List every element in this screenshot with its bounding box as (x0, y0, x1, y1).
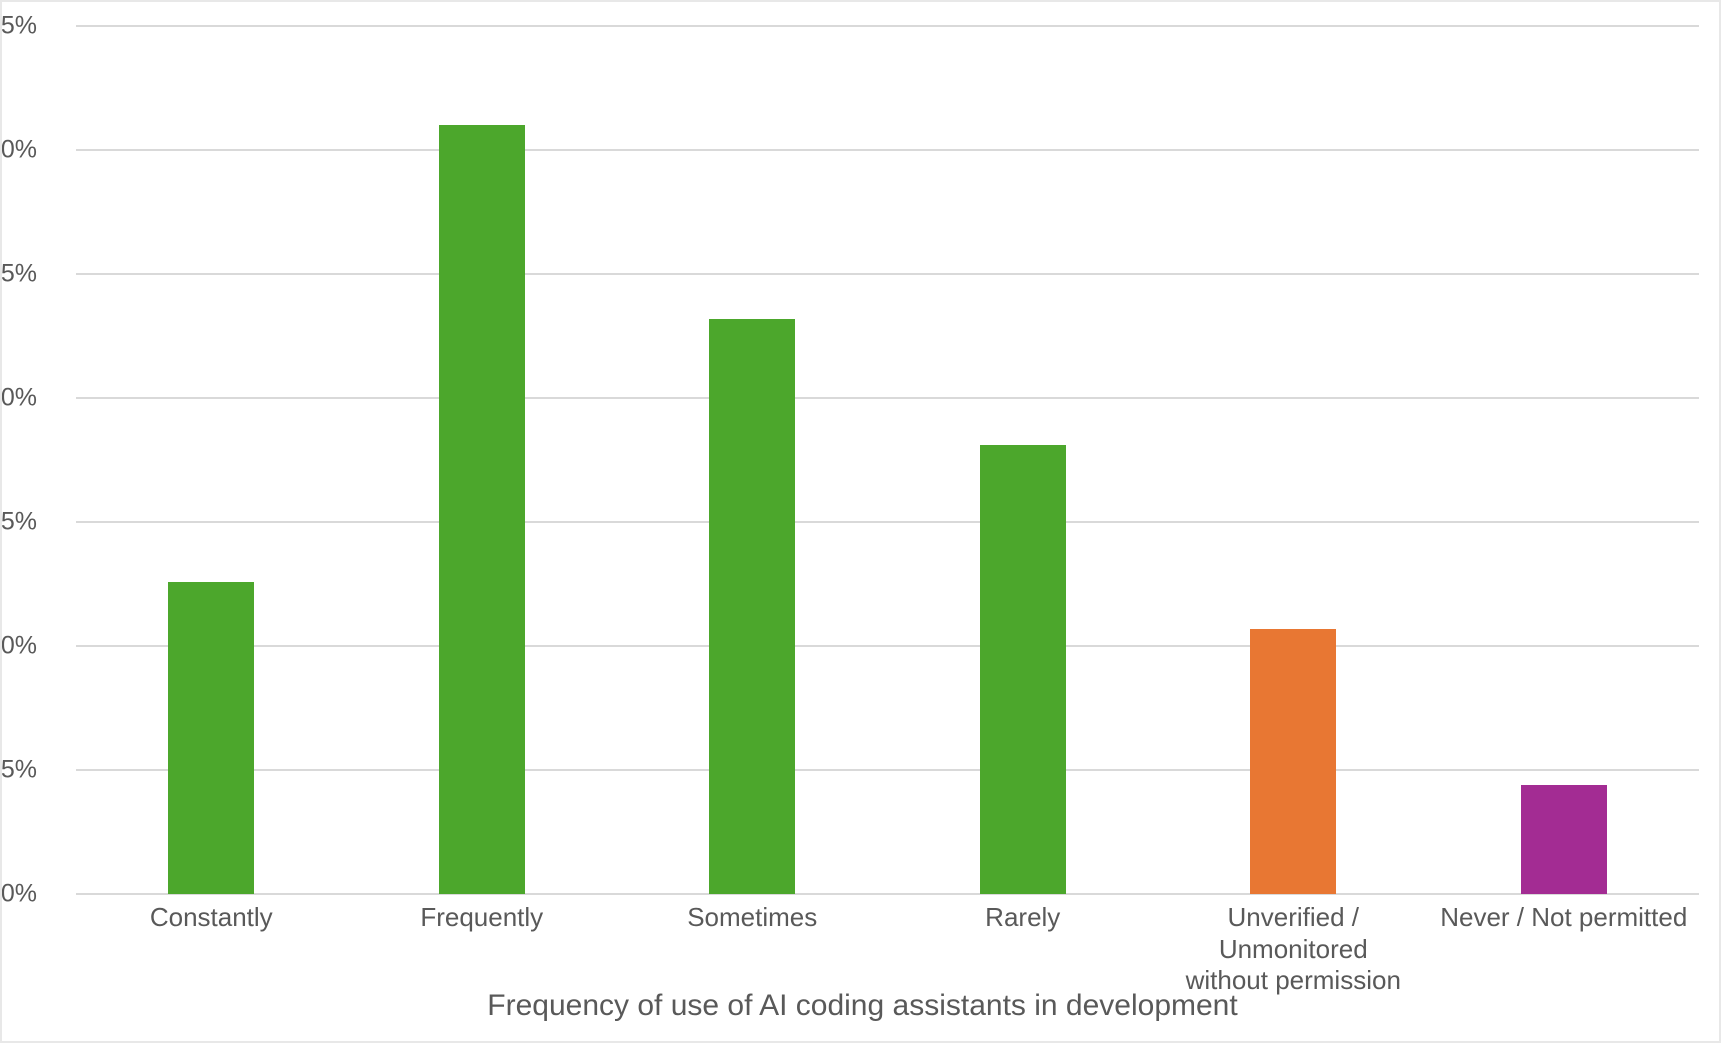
x-axis-category-label: Never / Not permitted (1440, 902, 1688, 932)
bar[interactable] (709, 318, 796, 894)
bar[interactable] (1520, 784, 1607, 894)
x-axis-category-label: Constantly (149, 902, 273, 932)
y-axis-tick-label: 5% (0, 755, 37, 784)
gridline (76, 25, 1699, 27)
x-axis-category-labels: Constantly Frequently Sometimes Rarely Unver… (76, 902, 1699, 996)
y-axis-tick-label: 15% (0, 507, 37, 536)
bar[interactable] (1250, 628, 1337, 894)
bar[interactable] (438, 125, 525, 894)
plot-area: 0% 5% 10% 15% 20% 25% 30% 35% (2, 13, 1699, 906)
axis-baseline (76, 893, 1699, 895)
gridline (76, 397, 1699, 399)
y-axis-tick-label: 10% (0, 631, 37, 660)
gridline (76, 645, 1699, 647)
bar[interactable] (979, 445, 1066, 894)
x-axis-category-label: Rarely (985, 902, 1061, 932)
y-axis-tick-label: 25% (0, 259, 37, 288)
gridline (76, 273, 1699, 275)
x-axis-category-label: Sometimes (687, 902, 818, 932)
y-axis-tick-label: 35% (0, 11, 37, 40)
x-axis-category-label: Unverified / Unmonitored without permiss… (1185, 902, 1401, 996)
gridline (76, 521, 1699, 523)
y-axis-tick-label: 0% (0, 879, 37, 908)
x-axis-title: Frequency of use of AI coding assistants… (487, 989, 1238, 1022)
bar[interactable] (168, 581, 255, 894)
y-axis-tick-label: 30% (0, 135, 37, 164)
y-axis-tick-label: 20% (0, 383, 37, 412)
gridline (76, 149, 1699, 151)
gridline (76, 769, 1699, 771)
x-axis-category-label: Frequently (420, 902, 544, 932)
